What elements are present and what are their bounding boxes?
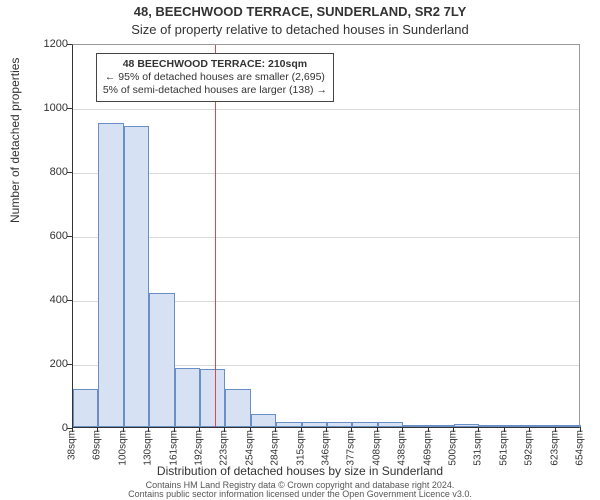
x-tick-label: 192sqm bbox=[194, 430, 205, 466]
x-tick-label: 161sqm bbox=[168, 430, 179, 466]
chart-container: 48, BEECHWOOD TERRACE, SUNDERLAND, SR2 7… bbox=[0, 0, 600, 500]
x-tick-label: 531sqm bbox=[473, 430, 484, 466]
x-tick-label: 469sqm bbox=[422, 430, 433, 466]
x-tick-label: 223sqm bbox=[219, 430, 230, 466]
x-tick-label: 284sqm bbox=[270, 430, 281, 466]
x-tick-label: 100sqm bbox=[117, 430, 128, 466]
histogram-bar bbox=[73, 389, 98, 427]
x-tick-label: 377sqm bbox=[346, 430, 357, 466]
y-axis-label: Number of detached properties bbox=[8, 58, 22, 223]
y-tick-label: 1000 bbox=[8, 102, 68, 114]
histogram-bar bbox=[124, 126, 149, 427]
annotation-line-1: 48 BEECHWOOD TERRACE: 210sqm bbox=[103, 58, 327, 71]
x-tick-label: 592sqm bbox=[524, 430, 535, 466]
histogram-bar bbox=[352, 422, 377, 427]
chart-title: 48, BEECHWOOD TERRACE, SUNDERLAND, SR2 7… bbox=[0, 4, 600, 19]
chart-subtitle: Size of property relative to detached ho… bbox=[0, 22, 600, 37]
x-tick-label: 408sqm bbox=[371, 430, 382, 466]
histogram-bar bbox=[251, 414, 276, 427]
x-tick-label: 561sqm bbox=[498, 430, 509, 466]
x-tick-label: 69sqm bbox=[92, 430, 103, 460]
annotation-line-2: ← 95% of detached houses are smaller (2,… bbox=[103, 71, 327, 84]
histogram-bar bbox=[479, 425, 504, 427]
x-tick-label: 315sqm bbox=[295, 430, 306, 466]
x-tick-label: 500sqm bbox=[448, 430, 459, 466]
histogram-bar bbox=[378, 422, 403, 427]
y-tick-label: 200 bbox=[8, 358, 68, 370]
annotation-line-3: 5% of semi-detached houses are larger (1… bbox=[103, 84, 327, 97]
x-tick-label: 130sqm bbox=[143, 430, 154, 466]
y-tick-label: 600 bbox=[8, 230, 68, 242]
x-tick-label: 438sqm bbox=[397, 430, 408, 466]
histogram-bar bbox=[98, 123, 123, 427]
histogram-bar bbox=[429, 425, 454, 427]
x-tick-label: 38sqm bbox=[67, 430, 78, 460]
histogram-bar bbox=[530, 425, 555, 427]
histogram-bar bbox=[454, 424, 479, 427]
y-tick-label: 0 bbox=[8, 422, 68, 434]
histogram-bar bbox=[225, 389, 250, 427]
histogram-bar bbox=[302, 422, 327, 427]
x-tick-label: 623sqm bbox=[549, 430, 560, 466]
histogram-bar bbox=[556, 425, 581, 427]
histogram-bar bbox=[149, 293, 174, 427]
histogram-bar bbox=[200, 369, 225, 427]
x-tick-label: 654sqm bbox=[575, 430, 586, 466]
histogram-bar bbox=[175, 368, 200, 427]
annotation-box: 48 BEECHWOOD TERRACE: 210sqm ← 95% of de… bbox=[96, 53, 334, 102]
x-axis-label: Distribution of detached houses by size … bbox=[0, 464, 600, 478]
histogram-bar bbox=[403, 425, 428, 427]
histogram-bar bbox=[327, 422, 352, 427]
y-tick-label: 400 bbox=[8, 294, 68, 306]
histogram-bar bbox=[276, 422, 301, 427]
x-tick-label: 254sqm bbox=[244, 430, 255, 466]
chart-footer: Contains HM Land Registry data © Crown c… bbox=[0, 481, 600, 500]
plot-area: 48 BEECHWOOD TERRACE: 210sqm ← 95% of de… bbox=[72, 44, 580, 428]
y-tick-label: 1200 bbox=[8, 38, 68, 50]
y-tick-label: 800 bbox=[8, 166, 68, 178]
x-tick-label: 346sqm bbox=[321, 430, 332, 466]
histogram-bar bbox=[505, 425, 530, 427]
